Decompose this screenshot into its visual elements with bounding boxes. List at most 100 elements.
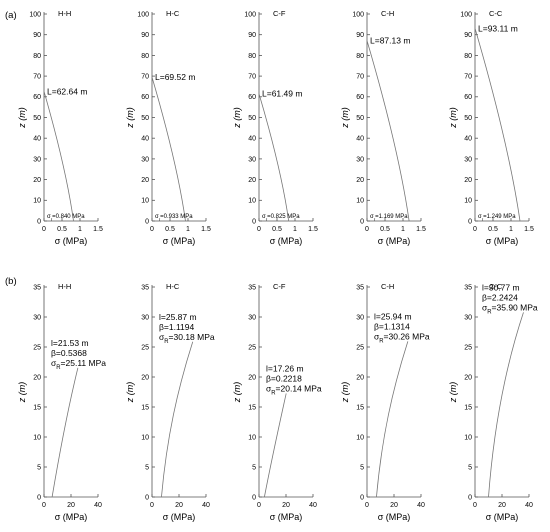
x-axis-label: σ (MPa)	[270, 512, 303, 522]
x-tick-label: 0	[150, 226, 154, 233]
y-tick-label: 0	[252, 218, 256, 225]
x-tick-label: 0	[257, 226, 261, 233]
y-tick-label: 10	[33, 434, 41, 441]
x-tick-label: 0.5	[272, 226, 282, 233]
y-tick-label: 35	[33, 284, 41, 291]
y-tick-label: 30	[464, 314, 472, 321]
x-tick-label: 0	[150, 502, 154, 509]
y-axis-label: z (m)	[125, 107, 135, 129]
x-axis-label: σ (MPa)	[486, 236, 519, 246]
panel-title: C-F	[273, 282, 286, 291]
y-tick-label: 40	[248, 136, 256, 143]
y-tick-label: 0	[360, 494, 364, 501]
y-tick-label: 70	[248, 74, 256, 81]
y-tick-label: 30	[464, 156, 472, 163]
y-tick-label: 15	[33, 404, 41, 411]
y-axis-label: z (m)	[340, 107, 350, 129]
data-curve	[43, 91, 74, 222]
x-axis-label: σ (MPa)	[378, 236, 411, 246]
y-tick-label: 0	[145, 494, 149, 501]
y-tick-label: 80	[464, 53, 472, 60]
y-tick-label: 30	[356, 156, 364, 163]
resistance-annotation: σR=25.11 MPa	[51, 358, 106, 371]
y-axis-label: z (m)	[448, 107, 458, 129]
base-stress-label: σr=1.249 MPa	[478, 214, 516, 222]
panel-title: H-H	[58, 282, 71, 291]
data-curve	[366, 40, 410, 222]
base-stress-label: σr=0.825 MPa	[262, 214, 300, 222]
y-tick-label: 0	[37, 218, 41, 225]
y-tick-label: 20	[356, 177, 364, 184]
y-tick-label: 30	[33, 314, 41, 321]
x-tick-label: 1.5	[93, 226, 103, 233]
x-axis-label: σ (MPa)	[270, 236, 303, 246]
resistance-annotation: σR=30.26 MPa	[374, 331, 430, 344]
data-curve	[376, 341, 409, 498]
x-tick-label: 0	[257, 502, 261, 509]
data-curve	[474, 28, 521, 222]
y-tick-label: 20	[356, 374, 364, 381]
y-tick-label: 25	[141, 344, 149, 351]
y-tick-label: 5	[468, 464, 472, 471]
y-tick-label: 50	[356, 115, 364, 122]
x-axis-label: σ (MPa)	[163, 236, 196, 246]
length-annotation: L=87.13 m	[370, 36, 410, 46]
x-tick-label: 1.5	[524, 226, 534, 233]
y-tick-label: 100	[29, 11, 41, 18]
y-tick-label: 20	[248, 177, 256, 184]
chart-panel-b-5: C-C 0 5 10 15 20 25 30 35 0 20 40 z (m) σ (MPa) l=30.7…	[448, 282, 538, 522]
length-annotation: L=61.49 m	[262, 89, 302, 99]
y-tick-label: 0	[145, 218, 149, 225]
y-tick-label: 25	[464, 344, 472, 351]
x-tick-label: 0.5	[57, 226, 67, 233]
x-tick-label: 40	[417, 502, 425, 509]
embedment-annotation: l=21.53 m	[51, 338, 89, 348]
y-tick-label: 80	[141, 53, 149, 60]
x-tick-label: 0.5	[380, 226, 390, 233]
x-tick-label: 0	[473, 502, 477, 509]
x-tick-label: 1	[186, 226, 190, 233]
y-tick-label: 80	[356, 53, 364, 60]
y-tick-label: 50	[33, 115, 41, 122]
chart-panel-b-3: C-F 0 5 10 15 20 25 30 35 0 20 40 z (m) σ (MPa) l=17.2…	[232, 282, 322, 522]
y-tick-label: 35	[141, 284, 149, 291]
x-tick-label: 1.5	[201, 226, 211, 233]
y-tick-label: 15	[141, 404, 149, 411]
y-tick-label: 90	[141, 32, 149, 39]
y-tick-label: 90	[248, 32, 256, 39]
y-tick-label: 0	[252, 494, 256, 501]
y-tick-label: 40	[33, 136, 41, 143]
y-tick-label: 30	[356, 314, 364, 321]
resistance-annotation: σR=30.18 MPa	[159, 332, 215, 345]
base-stress-label: σr=1.169 MPa	[370, 214, 408, 222]
y-tick-label: 90	[464, 32, 472, 39]
y-tick-label: 0	[468, 494, 472, 501]
x-tick-label: 40	[94, 502, 102, 509]
x-tick-label: 0	[473, 226, 477, 233]
y-tick-label: 10	[141, 434, 149, 441]
y-tick-label: 100	[244, 11, 256, 18]
x-tick-label: 20	[67, 502, 75, 509]
resistance-annotation: σR=35.90 MPa	[482, 302, 538, 315]
y-tick-label: 25	[33, 344, 41, 351]
beta-annotation: β=2.2424	[482, 292, 518, 302]
y-tick-label: 50	[464, 115, 472, 122]
base-stress-label: σr=0.840 MPa	[47, 214, 85, 222]
y-axis-label: z (m)	[17, 107, 27, 129]
panel-title: C-H	[381, 9, 394, 18]
y-tick-label: 50	[248, 115, 256, 122]
y-tick-label: 20	[464, 177, 472, 184]
x-tick-label: 1	[293, 226, 297, 233]
y-axis-label: z (m)	[232, 382, 242, 404]
y-tick-label: 30	[141, 156, 149, 163]
chart-panel-a-4: C-H 0 10 20 30 40 50 60 70 80 90 100 0 0.5 1 1.5 z (m) σ …	[340, 9, 426, 246]
row-label-b: (b)	[5, 276, 17, 287]
chart-panel-a-5: C-C 0 10 20 30 40 50 60 70 80 90 100 0 0.5 1 1.5 z (m) σ …	[448, 9, 534, 246]
y-tick-label: 70	[33, 74, 41, 81]
y-tick-label: 5	[252, 464, 256, 471]
y-tick-label: 20	[141, 177, 149, 184]
x-tick-label: 20	[498, 502, 506, 509]
y-tick-label: 30	[33, 156, 41, 163]
chart-panel-b-4: C-H 0 5 10 15 20 25 30 35 0 20 40 z (m) σ (MPa) l=25.9…	[340, 282, 430, 522]
